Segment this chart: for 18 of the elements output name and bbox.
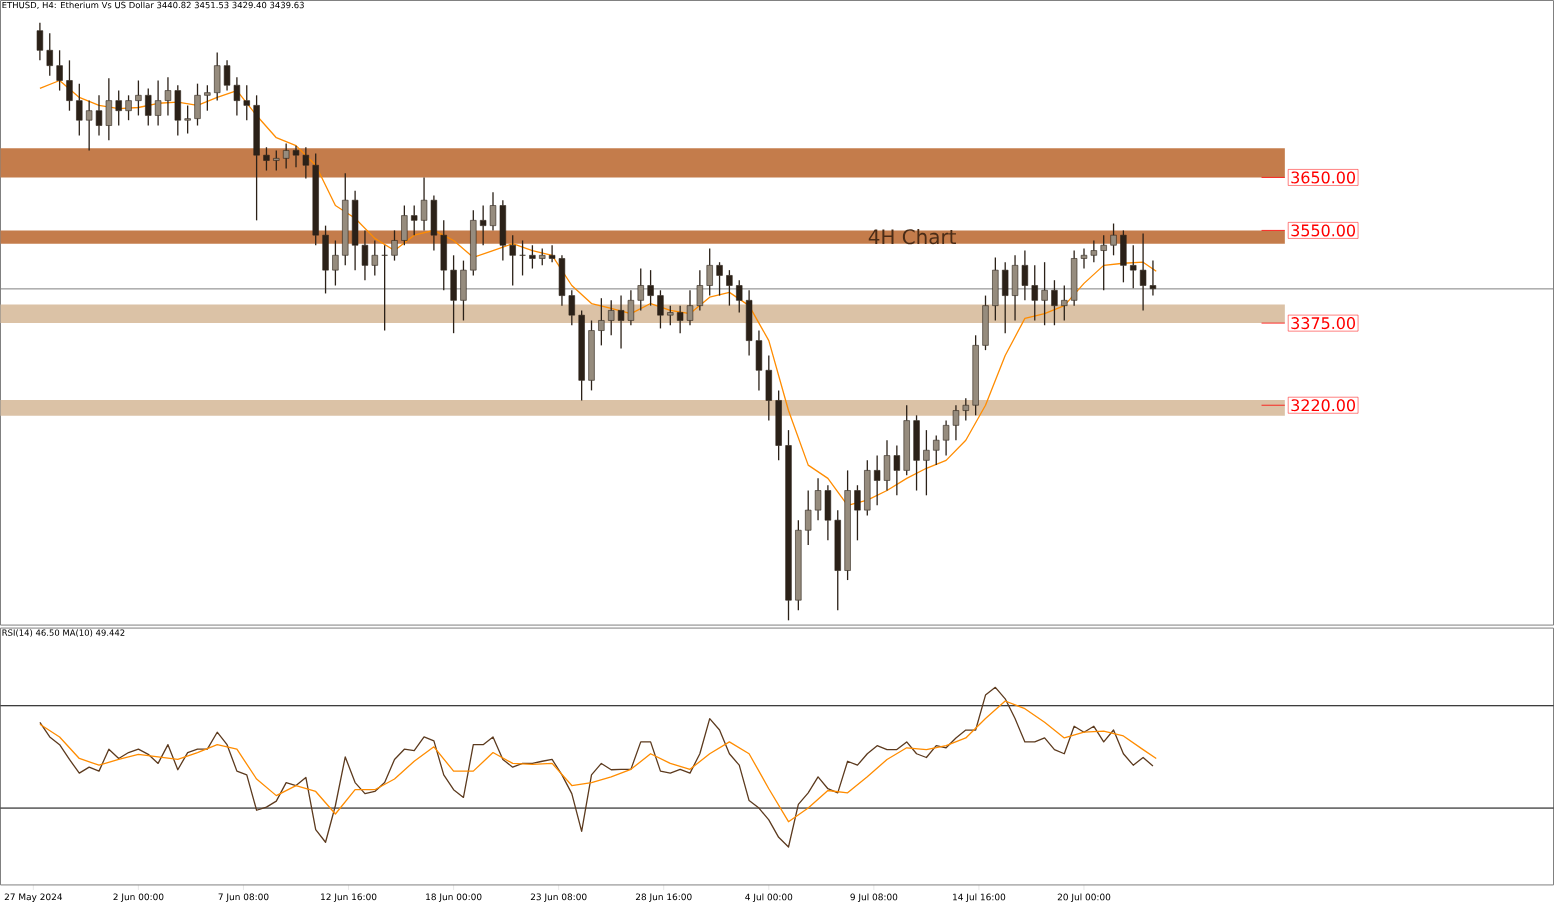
chart-title: ETHUSD, H4: Etherium Vs US Dollar 3440.82 3451.53 3429.40 3439.63 — [2, 1, 304, 9]
chart-title: RSI(14) 46.50 MA(10) 49.442 — [2, 629, 125, 637]
x-tick-label: 4 Jul 00:00 — [745, 893, 793, 902]
ref-line-label: 3375.00 — [1291, 316, 1355, 329]
x-tick-label: 27 May 2024 — [4, 893, 63, 902]
ref-line-label: 3220.00 — [1291, 399, 1355, 412]
ref-line-label: 3550.00 — [1291, 224, 1355, 237]
x-tick-label: 2 Jun 00:00 — [113, 893, 164, 902]
x-tick-label: 14 Jul 16:00 — [953, 893, 1006, 902]
x-tick-label: 23 Jun 08:00 — [530, 893, 587, 902]
annotation: 4H Chart — [868, 228, 956, 245]
x-tick-label: 20 Jul 00:00 — [1057, 893, 1111, 902]
x-tick-label: 12 Jun 16:00 — [321, 893, 377, 902]
x-tick-label: 7 Jun 08:00 — [218, 893, 269, 902]
ref-line-label: 3650.00 — [1291, 171, 1355, 184]
x-tick-label: 18 Jun 00:00 — [426, 893, 482, 902]
x-tick-label: 28 Jun 16:00 — [635, 893, 692, 902]
x-tick-label: 9 Jul 08:00 — [850, 893, 898, 902]
